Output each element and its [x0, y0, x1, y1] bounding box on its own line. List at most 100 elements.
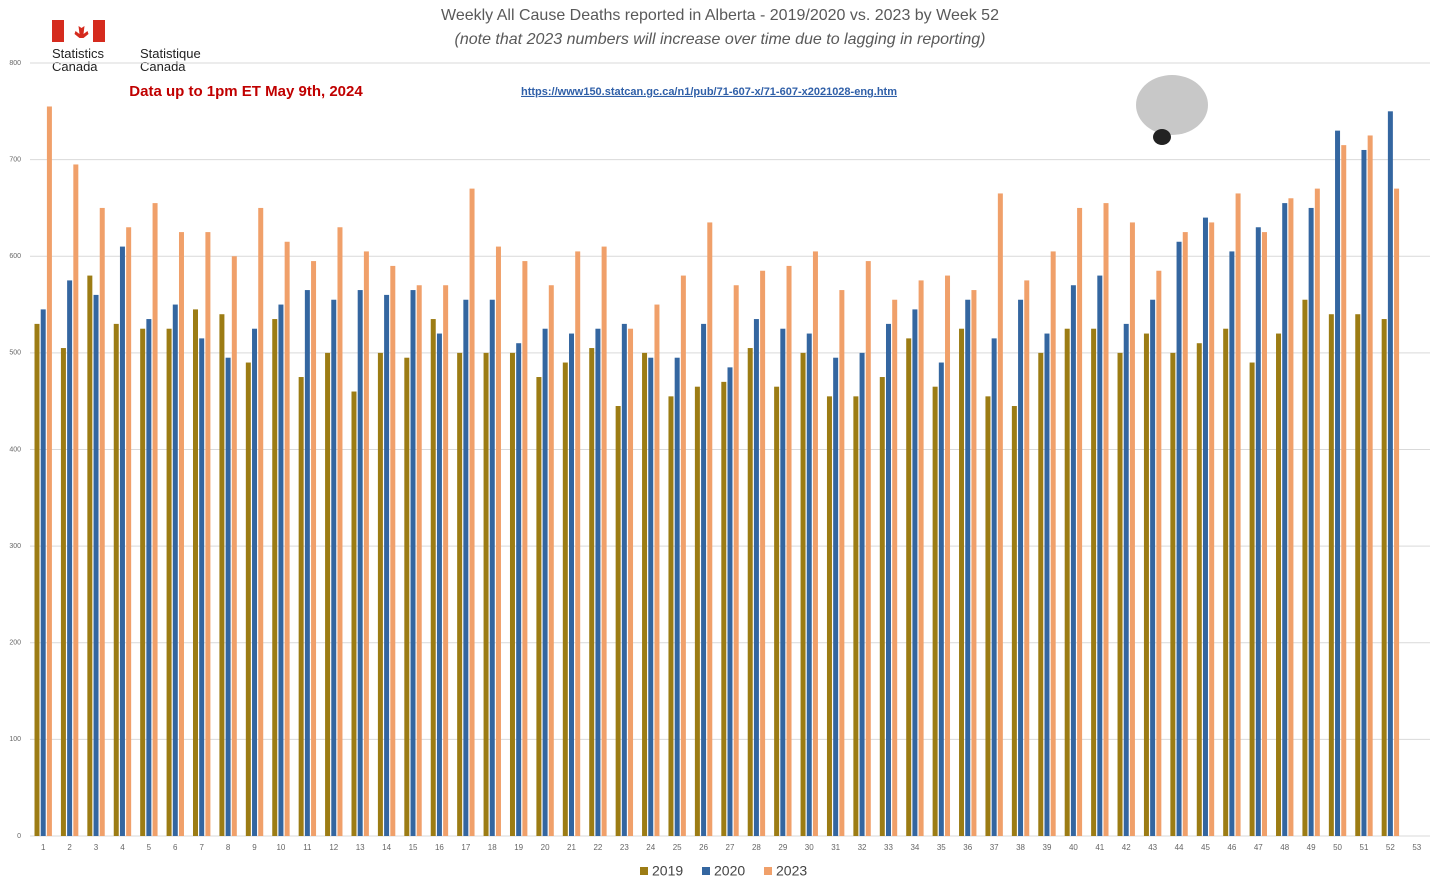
bar [839, 290, 844, 836]
bar [1223, 329, 1228, 836]
bar [575, 251, 580, 836]
x-tick-label: 29 [778, 843, 787, 852]
logo-text: StatisticsCanada [52, 46, 105, 74]
bar [199, 338, 204, 836]
bar [813, 251, 818, 836]
bar [1388, 111, 1393, 836]
x-tick-label: 8 [226, 843, 231, 852]
bar [1150, 300, 1155, 836]
x-tick-label: 10 [276, 843, 285, 852]
bar [549, 285, 554, 836]
bar [94, 295, 99, 836]
bar [833, 358, 838, 836]
bar [807, 334, 812, 836]
chart: StatisticsCanada StatistiqueCanada Weekl… [0, 0, 1445, 890]
x-tick-label: 18 [488, 843, 497, 852]
y-tick-label: 800 [9, 60, 21, 67]
bar [1250, 363, 1255, 836]
bar [278, 305, 283, 836]
bar [411, 290, 416, 836]
x-tick-label: 33 [884, 843, 893, 852]
bar [1018, 300, 1023, 836]
x-tick-label: 22 [593, 843, 602, 852]
y-tick-label: 400 [9, 446, 21, 453]
bar [1091, 329, 1096, 836]
x-tick-label: 34 [910, 843, 919, 852]
legend-swatch [764, 867, 772, 875]
x-tick-label: 28 [752, 843, 761, 852]
bar [67, 280, 72, 836]
x-tick-label: 43 [1148, 843, 1157, 852]
x-tick-label: 2 [67, 843, 72, 852]
bar [602, 247, 607, 836]
x-tick-label: 1 [41, 843, 46, 852]
y-tick-label: 100 [9, 736, 21, 743]
bar [120, 247, 125, 836]
bar [563, 363, 568, 836]
bar [226, 358, 231, 836]
bar [1170, 353, 1175, 836]
x-tick-label: 42 [1122, 843, 1131, 852]
bar [959, 329, 964, 836]
bar [1071, 285, 1076, 836]
bar [404, 358, 409, 836]
x-tick-label: 25 [673, 843, 682, 852]
x-tick-label: 47 [1254, 843, 1263, 852]
bar [41, 309, 46, 836]
bar [252, 329, 257, 836]
bar [384, 295, 389, 836]
bar [364, 251, 369, 836]
bar [173, 305, 178, 836]
x-tick-label: 52 [1386, 843, 1395, 852]
x-tick-label: 50 [1333, 843, 1342, 852]
bar [648, 358, 653, 836]
bar [1341, 145, 1346, 836]
bar [463, 300, 468, 836]
bar [654, 305, 659, 836]
x-tick-label: 45 [1201, 843, 1210, 852]
bar [1209, 222, 1214, 836]
bar [1177, 242, 1182, 836]
bar [1236, 193, 1241, 836]
bar [866, 261, 871, 836]
bar [1276, 334, 1281, 836]
bar [100, 208, 105, 836]
annotation: Data up to 1pm ET May 9th, 2024 [129, 83, 363, 100]
x-tick-label: 16 [435, 843, 444, 852]
bar [695, 387, 700, 836]
bar [1051, 251, 1056, 836]
bar [470, 189, 475, 836]
x-tick-label: 40 [1069, 843, 1078, 852]
x-tick-label: 4 [120, 843, 125, 852]
legend-swatch [702, 867, 710, 875]
bar [126, 227, 131, 836]
bar [1024, 280, 1029, 836]
bar [258, 208, 263, 836]
y-tick-label: 300 [9, 543, 21, 550]
x-tick-label: 32 [858, 843, 867, 852]
bar [1262, 232, 1267, 836]
bar [760, 271, 765, 836]
bar [510, 353, 515, 836]
flag-bar [93, 20, 105, 42]
x-tick-label: 37 [990, 843, 999, 852]
bar [431, 319, 436, 836]
bar [754, 319, 759, 836]
bar [569, 334, 574, 836]
bar [912, 309, 917, 836]
bar [299, 377, 304, 836]
x-tick-label: 12 [329, 843, 338, 852]
bar [140, 329, 145, 836]
link[interactable]: https://www150.statcan.gc.ca/n1/pub/71-6… [521, 86, 897, 98]
x-tick-label: 41 [1095, 843, 1104, 852]
bar [358, 290, 363, 836]
y-tick-label: 0 [17, 833, 21, 840]
bar [87, 276, 92, 836]
bar [880, 377, 885, 836]
y-tick-label: 200 [9, 640, 21, 647]
bar [992, 338, 997, 836]
bar [933, 387, 938, 836]
bar [1144, 334, 1149, 836]
x-tick-label: 17 [461, 843, 470, 852]
bar [1124, 324, 1129, 836]
